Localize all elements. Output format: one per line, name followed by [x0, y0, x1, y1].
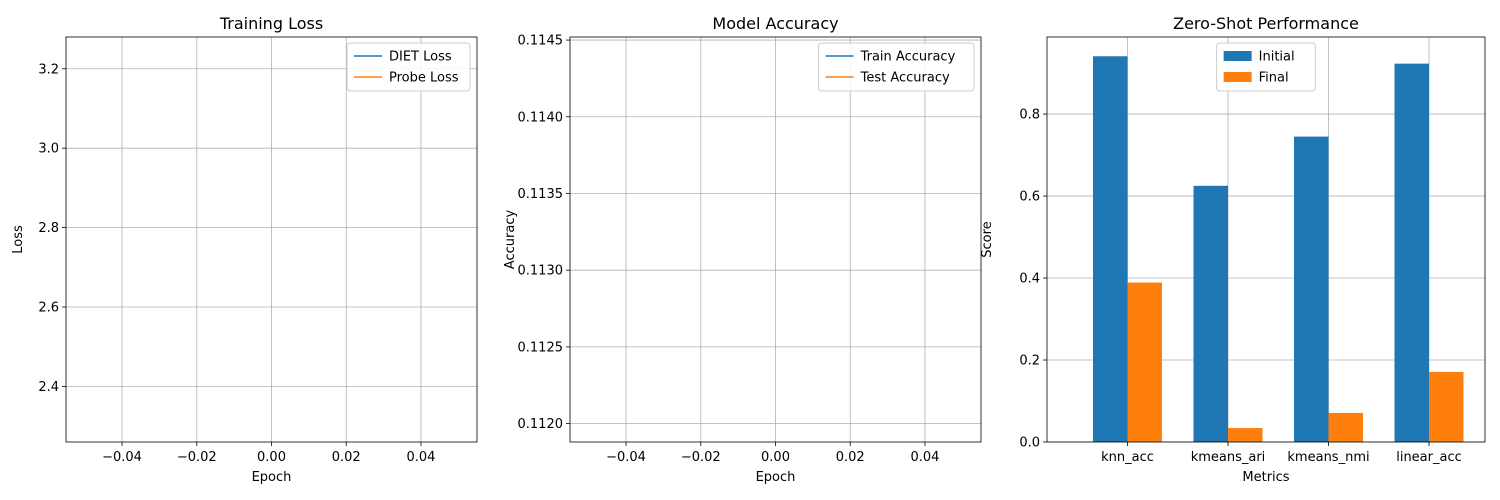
y-tick-label: 0.6 [1019, 190, 1040, 205]
legend: DIET Loss Probe Loss [346, 42, 471, 92]
y-tick-label: 0.1145 [518, 34, 564, 49]
bar-initial-kmeans_ari [1193, 185, 1228, 443]
bar-final-knn_acc [1127, 282, 1162, 442]
y-tick-label: 0.4 [1019, 272, 1040, 287]
legend-box [346, 42, 471, 92]
bar-initial-kmeans_nmi [1294, 136, 1329, 442]
bar-final-linear_acc [1429, 371, 1464, 442]
legend-box [818, 42, 975, 92]
chart-title: Model Accuracy [712, 14, 838, 33]
legend-label: Test Accuracy [860, 71, 950, 86]
x-tick-label: 0.02 [836, 450, 865, 465]
bar-initial-knn_acc [1093, 56, 1128, 442]
y-tick-label: 0.1120 [518, 417, 564, 432]
y-tick-label: 2.6 [38, 301, 59, 316]
chart-panel-1: Training Loss 2.4 2.6 2.8 3.0 3.2 −0.04 −0.02 0.… [11, 14, 478, 485]
legend-label: Train Accuracy [860, 50, 956, 65]
x-tick-label: kmeans_ari [1191, 450, 1266, 465]
legend-swatch [1223, 72, 1252, 82]
y-tick-label: 0.8 [1019, 108, 1040, 123]
legend-label: DIET Loss [389, 50, 452, 65]
chart-title: Zero-Shot Performance [1173, 14, 1359, 33]
x-tick-label: 0.02 [332, 450, 361, 465]
legend: Train Accuracy Test Accuracy [818, 42, 975, 92]
x-tick-label: 0.00 [257, 450, 286, 465]
y-tick-label: 0.1135 [518, 187, 564, 202]
y-axis-label: Loss [11, 225, 26, 254]
x-axis-label: Epoch [756, 470, 796, 485]
x-tick-label: 0.04 [910, 450, 939, 465]
y-tick-label: 0.0 [1019, 436, 1040, 451]
y-tick-label: 3.2 [38, 62, 59, 77]
y-tick-label: 0.2 [1019, 354, 1040, 369]
axes-frame [569, 36, 982, 443]
legend-label: Final [1259, 71, 1289, 86]
bar-final-kmeans_nmi [1328, 412, 1363, 442]
legend-label: Initial [1259, 50, 1295, 65]
x-tick-label: kmeans_nmi [1287, 450, 1369, 465]
x-tick-label: 0.04 [406, 450, 435, 465]
chart-panel-3: Zero-Shot Performance 0.0 0.2 0.4 0.6 0.8 knn_… [980, 14, 1486, 485]
y-tick-label: 2.8 [38, 221, 59, 236]
x-tick-label: 0.00 [761, 450, 790, 465]
bar-final-kmeans_ari [1228, 428, 1263, 442]
x-axis-label: Metrics [1242, 470, 1289, 485]
x-tick-label: −0.04 [102, 450, 142, 465]
y-axis-label: Accuracy [503, 210, 518, 270]
y-tick-label: 0.1130 [518, 264, 564, 279]
x-tick-label: −0.02 [177, 450, 217, 465]
x-axis-label: Epoch [252, 470, 292, 485]
y-tick-label: 3.0 [38, 142, 59, 157]
bar-initial-linear_acc [1394, 63, 1429, 442]
y-axis-label: Score [980, 221, 995, 257]
legend: Initial Final [1216, 42, 1316, 92]
x-tick-label: −0.04 [606, 450, 646, 465]
x-tick-label: −0.02 [681, 450, 721, 465]
y-tick-label: 0.1140 [518, 110, 564, 125]
y-tick-label: 0.1125 [518, 340, 564, 355]
chart-panel-2: Model Accuracy 0.1120 0.1125 0.1130 0.1135 0.… [503, 14, 982, 485]
legend-label: Probe Loss [389, 71, 459, 86]
x-tick-label: knn_acc [1101, 450, 1154, 465]
x-tick-label: linear_acc [1396, 450, 1462, 465]
y-tick-label: 2.4 [38, 380, 59, 395]
axes-frame [65, 36, 478, 443]
axes-frame [1046, 36, 1486, 443]
chart-title: Training Loss [219, 14, 323, 33]
legend-swatch [1223, 51, 1252, 61]
